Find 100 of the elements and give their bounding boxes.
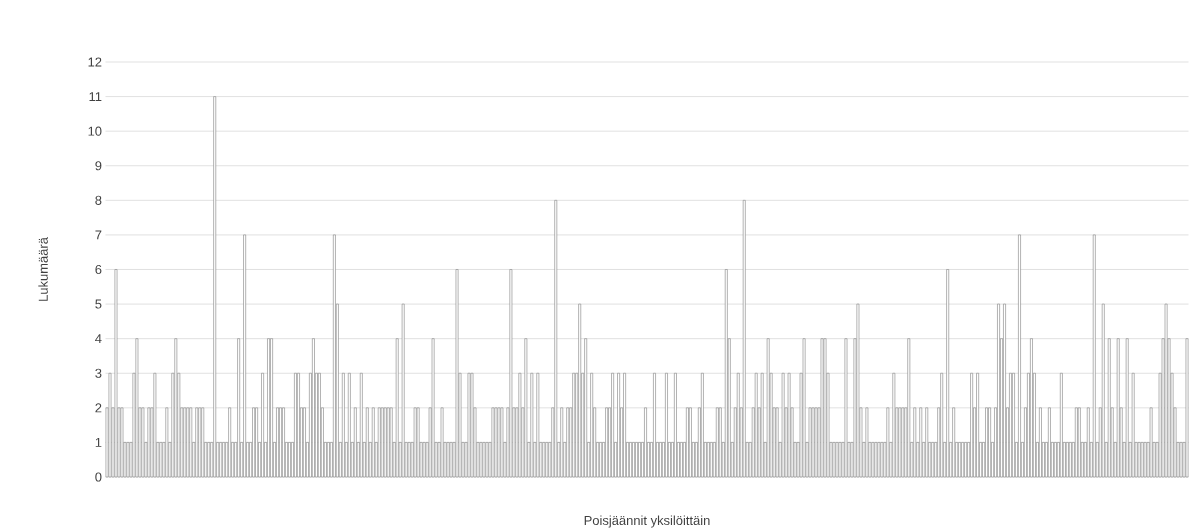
bar	[1164, 303, 1168, 478]
bar	[108, 372, 112, 478]
bar	[814, 407, 818, 478]
bar	[1065, 442, 1069, 478]
bar	[347, 372, 351, 478]
bar	[644, 407, 647, 478]
bar	[919, 407, 923, 478]
bar	[1101, 303, 1105, 478]
bar	[832, 442, 836, 478]
y-tick-label: 4	[95, 334, 102, 344]
bar	[359, 372, 363, 478]
bar	[126, 442, 130, 478]
bar	[270, 338, 273, 478]
bar	[1149, 407, 1153, 478]
bar	[976, 372, 979, 478]
bar	[455, 269, 459, 478]
bar	[775, 407, 779, 478]
bar	[584, 338, 588, 478]
x-axis-title: Poisjäännit yksilöittäin	[584, 515, 710, 528]
bar	[446, 442, 450, 478]
bar	[635, 442, 638, 478]
bar	[479, 442, 483, 478]
bar	[219, 442, 223, 478]
bar	[341, 372, 345, 478]
bar	[940, 372, 944, 478]
y-axis-title: Lukumäärä	[38, 237, 48, 301]
bar	[255, 407, 258, 478]
bar	[243, 234, 246, 478]
bar	[674, 372, 677, 478]
bar	[560, 407, 564, 478]
bar	[1092, 234, 1096, 478]
bar	[1018, 234, 1021, 478]
bar	[1059, 372, 1063, 478]
bar	[1074, 407, 1078, 478]
bar	[961, 442, 965, 478]
bar	[1030, 338, 1033, 478]
bar	[566, 407, 570, 478]
bar	[485, 442, 489, 478]
bar	[1116, 338, 1120, 478]
bar	[213, 96, 217, 478]
bar	[222, 442, 226, 478]
bar	[1131, 372, 1135, 478]
bar	[659, 442, 662, 478]
bar	[153, 372, 157, 478]
bar	[135, 338, 139, 478]
bar	[365, 407, 369, 478]
bar	[1125, 338, 1129, 478]
bar	[700, 372, 704, 478]
bar	[766, 338, 770, 478]
bar	[835, 442, 839, 478]
bar	[1048, 407, 1051, 478]
bar	[198, 407, 202, 478]
bar	[838, 442, 842, 478]
bar	[449, 442, 453, 478]
bar	[958, 442, 962, 478]
bar	[590, 372, 594, 478]
bar	[665, 372, 668, 478]
bar	[201, 407, 205, 478]
bar	[165, 407, 169, 478]
bar	[892, 372, 896, 478]
y-tick-label: 5	[95, 299, 102, 309]
bar	[276, 407, 279, 478]
bar	[997, 303, 1000, 478]
bar	[482, 442, 486, 478]
bar	[913, 407, 917, 478]
bar	[294, 372, 297, 478]
bar	[865, 407, 869, 478]
bar	[371, 407, 375, 478]
bar	[572, 372, 576, 478]
bar	[228, 407, 232, 478]
bar	[988, 407, 991, 478]
bar	[467, 372, 471, 478]
bar	[500, 407, 504, 478]
bar	[186, 407, 190, 478]
bar	[288, 442, 291, 478]
bar	[303, 407, 306, 478]
bar	[413, 407, 417, 478]
bar	[1039, 407, 1042, 478]
bar	[189, 407, 193, 478]
bar	[736, 372, 740, 478]
bar	[377, 407, 381, 478]
bar	[183, 407, 187, 478]
bar	[524, 338, 528, 478]
bar	[709, 442, 713, 478]
bar	[1107, 338, 1111, 478]
bar	[811, 407, 815, 478]
bar	[638, 442, 641, 478]
y-tick-label: 6	[95, 264, 102, 275]
bar	[605, 407, 608, 478]
bar	[440, 407, 444, 478]
bar	[509, 269, 513, 478]
bar	[195, 407, 199, 478]
bar	[844, 338, 848, 478]
bar	[706, 442, 710, 478]
y-tick-label: 3	[95, 368, 102, 378]
y-tick-label: 12	[88, 57, 102, 67]
bar	[820, 338, 824, 478]
bar	[141, 407, 145, 478]
bar	[518, 372, 522, 478]
bar	[886, 407, 890, 478]
